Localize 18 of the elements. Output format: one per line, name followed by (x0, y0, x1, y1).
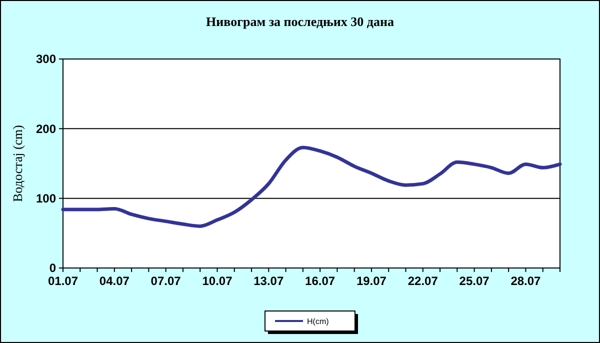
x-tick-label: 22.07 (408, 274, 438, 288)
x-tick-label: 01.07 (48, 274, 78, 288)
y-tick-label: 300 (36, 52, 56, 66)
y-axis-title: Водостај (cm) (10, 124, 25, 202)
legend-label: H(cm) (307, 316, 330, 326)
chart-title: Нивограм за последњих 30 дана (206, 14, 394, 29)
x-tick-label: 19.07 (356, 274, 387, 288)
x-tick-label: 25.07 (459, 274, 490, 288)
x-tick-label: 28.07 (510, 274, 542, 288)
x-tick-label: 10.07 (202, 274, 233, 288)
y-tick-label: 200 (36, 122, 56, 136)
x-tick-label: 13.07 (254, 274, 284, 288)
x-tick-label: 16.07 (305, 274, 336, 288)
x-tick-label: 04.07 (99, 274, 130, 288)
y-tick-label: 100 (36, 192, 56, 206)
line-series (61, 146, 562, 228)
y-tick-label: 0 (49, 261, 56, 276)
x-tick-label: 07.07 (150, 274, 182, 288)
